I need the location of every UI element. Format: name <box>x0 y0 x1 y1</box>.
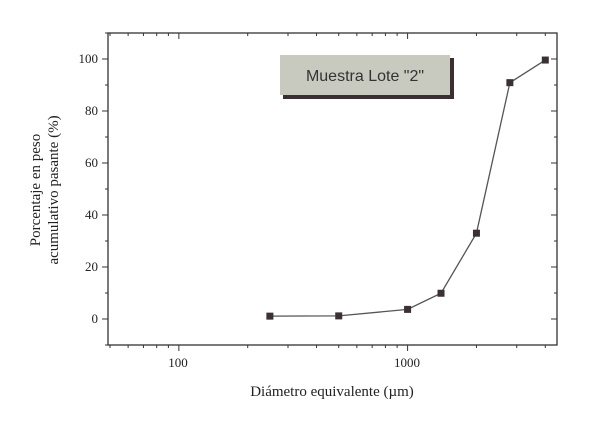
axis-ticks <box>102 32 557 351</box>
y-tick-label-0: 0 <box>92 311 99 326</box>
tick-labels: 100 1000 0 20 40 60 80 100 <box>79 51 421 370</box>
data-point <box>472 229 480 237</box>
y-tick-label-60: 60 <box>85 155 98 170</box>
data-point <box>266 312 274 320</box>
annotation-box: Muestra Lote "2" <box>280 55 454 99</box>
series-group <box>266 56 549 320</box>
y-tick-label-100: 100 <box>79 51 99 66</box>
annotation-background <box>280 55 450 95</box>
y-tick-label-80: 80 <box>85 103 98 118</box>
x-tick-label-1000: 1000 <box>394 355 420 370</box>
x-tick-label-100: 100 <box>168 355 188 370</box>
y-axis-title-line1: Porcentaje en peso <box>28 134 44 246</box>
annotation-label: Muestra Lote "2" <box>306 68 424 85</box>
data-point <box>506 79 514 87</box>
data-point <box>404 305 412 313</box>
y-axis-title-line2: acumulativo pasante (%) <box>46 115 62 264</box>
data-point <box>437 289 445 297</box>
y-tick-label-40: 40 <box>85 207 98 222</box>
data-point <box>541 56 549 64</box>
y-tick-label-20: 20 <box>85 259 98 274</box>
data-point <box>335 312 343 320</box>
x-axis-title: Diámetro equivalente (µm) <box>250 384 414 400</box>
